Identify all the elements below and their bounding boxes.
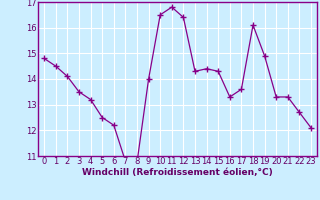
- X-axis label: Windchill (Refroidissement éolien,°C): Windchill (Refroidissement éolien,°C): [82, 168, 273, 177]
